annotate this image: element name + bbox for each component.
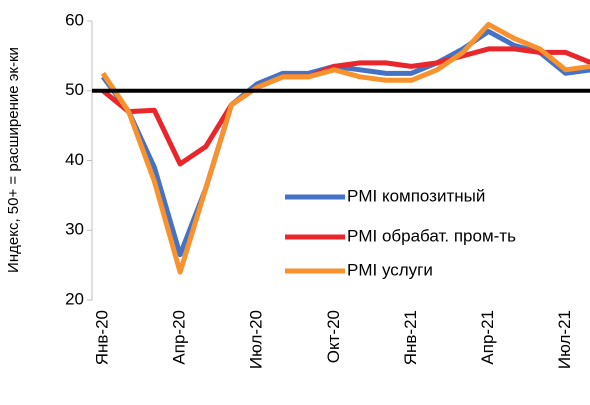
series-line	[100, 21, 590, 275]
x-tick-label: Окт-20	[324, 310, 343, 363]
x-tick-label: Апр-20	[170, 310, 189, 365]
series-line	[100, 28, 590, 258]
x-tick-label: Апр-21	[478, 310, 497, 365]
y-tick-label: 40	[65, 150, 84, 169]
y-tick-label: 20	[65, 289, 84, 308]
y-tick-label: 60	[65, 10, 84, 29]
x-tick-label: Июл-20	[247, 310, 266, 369]
y-tick-label: 50	[65, 80, 84, 99]
series-line	[101, 46, 590, 167]
y-tick-label: 30	[65, 220, 84, 239]
x-tick-label: Янв-21	[401, 310, 420, 365]
legend-label: PMI услуги	[347, 260, 433, 279]
legend-label: PMI композитный	[347, 186, 485, 205]
x-tick-label: Июл-21	[555, 310, 574, 369]
legend-label: PMI обрабат. пром-ть	[347, 226, 516, 245]
x-tick-label: Янв-20	[92, 310, 111, 365]
y-axis-label: Индекс, 50+ = расширение эк-ки	[5, 47, 22, 273]
